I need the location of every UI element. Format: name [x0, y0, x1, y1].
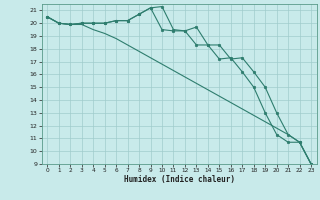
X-axis label: Humidex (Indice chaleur): Humidex (Indice chaleur): [124, 175, 235, 184]
